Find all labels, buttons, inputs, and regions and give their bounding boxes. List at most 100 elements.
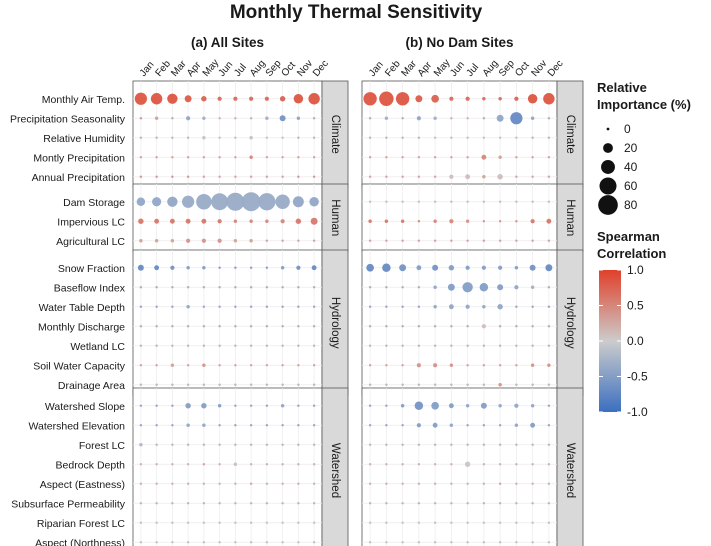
bubble-all-monthly-air-temp-dec bbox=[308, 93, 320, 105]
bubble-nodam-snow-fraction-mar bbox=[399, 264, 407, 272]
bubble-all-soil-water-capacity-dec bbox=[312, 364, 316, 367]
month-label-oct: Oct bbox=[513, 60, 532, 79]
bubble-all-dam-storage-aug bbox=[241, 192, 261, 212]
bubble-nodam-agricultural-lc-oct bbox=[515, 239, 518, 242]
strip-label-watershed: Watershed bbox=[564, 443, 576, 498]
bubble-nodam-montly-precipitation-may bbox=[433, 156, 437, 159]
row-label-riparian-forest-lc: Riparian Forest LC bbox=[37, 518, 126, 530]
bubble-all-forest-lc-nov bbox=[297, 443, 300, 446]
row-labels: Monthly Air Temp. Precipitation Seasonali… bbox=[10, 94, 126, 546]
bubble-all-relative-humidity-mar bbox=[171, 136, 174, 139]
bubble-nodam-annual-precipitation-jan bbox=[368, 175, 372, 178]
bubble-all-baseflow-index-jan bbox=[139, 286, 143, 289]
color-legend-label: 0.0 bbox=[627, 334, 644, 348]
bubble-all-baseflow-index-apr bbox=[186, 286, 190, 289]
bubble-all-riparian-forest-lc-sep bbox=[265, 521, 269, 524]
bubble-all-bedrock-depth-may bbox=[202, 463, 206, 466]
bubble-nodam-relative-humidity-aug bbox=[482, 136, 486, 139]
bubble-nodam-agricultural-lc-sep bbox=[498, 239, 502, 242]
bubble-all-impervious-lc-feb bbox=[154, 218, 160, 224]
bubble-all-aspect-northness-sep bbox=[265, 541, 269, 544]
bubble-all-riparian-forest-lc-apr bbox=[186, 521, 190, 524]
bubble-all-watershed-elevation-dec bbox=[312, 424, 316, 427]
bubble-nodam-water-table-depth-feb bbox=[385, 305, 388, 308]
bubble-nodam-water-table-depth-may bbox=[433, 305, 437, 309]
bubble-nodam-soil-water-capacity-dec bbox=[547, 363, 551, 367]
bubble-nodam-drainage-area-may bbox=[433, 383, 437, 386]
bubble-nodam-riparian-forest-lc-dec bbox=[547, 521, 551, 524]
bubble-all-water-table-depth-nov bbox=[297, 305, 300, 308]
size-legend-dot bbox=[606, 127, 610, 131]
bubble-all-drainage-area-jan bbox=[139, 383, 143, 386]
bubble-nodam-dam-storage-dec bbox=[547, 200, 551, 203]
bubble-all-snow-fraction-jan bbox=[137, 264, 144, 271]
bubble-all-dam-storage-apr bbox=[182, 195, 195, 208]
bubble-nodam-wetland-lc-mar bbox=[401, 344, 404, 347]
month-label-jun: Jun bbox=[216, 60, 235, 79]
bubble-all-precipitation-seasonality-feb bbox=[154, 116, 159, 120]
bubble-nodam-watershed-slope-aug bbox=[480, 402, 487, 409]
bubble-all-wetland-lc-may bbox=[202, 344, 206, 347]
strip-box bbox=[556, 249, 584, 396]
bubble-nodam-annual-precipitation-sep bbox=[497, 174, 503, 180]
bubble-nodam-watershed-slope-mar bbox=[400, 404, 405, 408]
bubble-nodam-subsurface-permeability-apr bbox=[417, 502, 421, 505]
strip-box bbox=[556, 80, 584, 188]
month-label-jan: Jan bbox=[367, 60, 386, 79]
bubble-all-aspect-northness-aug bbox=[249, 541, 253, 544]
color-legend-title-1: Correlation bbox=[597, 246, 666, 261]
bubble-all-forest-lc-apr bbox=[186, 443, 190, 446]
bubble-all-snow-fraction-mar bbox=[170, 265, 175, 270]
bubble-all-agricultural-lc-aug bbox=[249, 239, 253, 243]
bubble-nodam-precipitation-seasonality-jan bbox=[368, 117, 372, 120]
bubble-all-agricultural-lc-jun bbox=[217, 238, 222, 243]
bubble-all-agricultural-lc-dec bbox=[312, 239, 316, 242]
bubble-nodam-relative-humidity-apr bbox=[417, 136, 421, 139]
bubble-all-monthly-air-temp-nov bbox=[293, 94, 304, 104]
bubble-all-monthly-discharge-jan bbox=[139, 325, 143, 328]
bubble-all-watershed-elevation-apr bbox=[186, 423, 190, 427]
bubble-all-baseflow-index-jul bbox=[234, 286, 237, 289]
month-label-nov: Nov bbox=[295, 58, 315, 79]
bubble-all-drainage-area-oct bbox=[281, 383, 284, 386]
bubble-all-monthly-discharge-apr bbox=[186, 325, 190, 328]
month-label-dec: Dec bbox=[311, 58, 331, 79]
bubble-all-watershed-elevation-jul bbox=[234, 424, 237, 427]
bubble-nodam-dam-storage-may bbox=[433, 200, 437, 203]
bubble-nodam-monthly-air-temp-feb bbox=[379, 91, 394, 106]
bubble-all-aspect-eastness-may bbox=[202, 482, 206, 485]
bubble-nodam-soil-water-capacity-nov bbox=[530, 363, 535, 367]
strip-label-human: Human bbox=[564, 199, 576, 236]
bubble-all-monthly-air-temp-mar bbox=[167, 93, 178, 104]
bubble-all-forest-lc-aug bbox=[249, 443, 253, 446]
bubble-all-drainage-area-nov bbox=[297, 383, 300, 386]
bubble-all-aspect-northness-may bbox=[202, 541, 206, 544]
strip-label-hydrology: Hydrology bbox=[564, 297, 576, 349]
bubble-all-watershed-slope-mar bbox=[171, 404, 174, 407]
bubble-nodam-relative-humidity-jan bbox=[368, 136, 372, 139]
bubble-nodam-drainage-area-jul bbox=[466, 383, 469, 386]
bubble-all-annual-precipitation-oct bbox=[281, 175, 284, 178]
bubble-nodam-drainage-area-apr bbox=[417, 383, 421, 386]
bubble-nodam-annual-precipitation-mar bbox=[401, 175, 404, 178]
panel-title-nodam: (b) No Dam Sites bbox=[405, 35, 513, 50]
bubble-all-riparian-forest-lc-jul bbox=[234, 521, 237, 524]
bubble-nodam-annual-precipitation-oct bbox=[515, 175, 518, 178]
bubble-nodam-annual-precipitation-nov bbox=[531, 175, 534, 178]
bubble-all-subsurface-permeability-aug bbox=[249, 502, 253, 505]
strip-label-hydrology: Hydrology bbox=[329, 297, 341, 349]
bubble-nodam-riparian-forest-lc-jan bbox=[368, 521, 372, 524]
bubble-nodam-drainage-area-dec bbox=[547, 383, 551, 386]
bubble-nodam-precipitation-seasonality-oct bbox=[510, 112, 523, 125]
bubble-nodam-precipitation-seasonality-jun bbox=[450, 117, 453, 120]
size-legend-dot bbox=[599, 177, 617, 195]
bubble-all-relative-humidity-apr bbox=[186, 136, 190, 139]
color-legend-label: 1.0 bbox=[627, 263, 644, 277]
month-label-aug: Aug bbox=[248, 58, 268, 79]
size-legend-dot bbox=[601, 160, 615, 174]
bubble-all-annual-precipitation-aug bbox=[249, 175, 253, 178]
bubble-all-watershed-elevation-sep bbox=[265, 424, 269, 427]
bubble-all-riparian-forest-lc-dec bbox=[312, 521, 316, 524]
bubble-nodam-wetland-lc-jul bbox=[466, 344, 469, 347]
